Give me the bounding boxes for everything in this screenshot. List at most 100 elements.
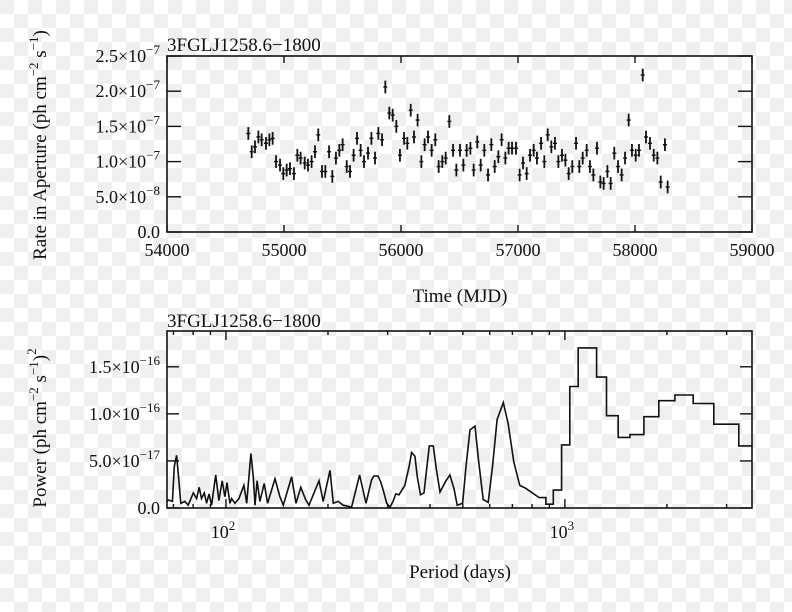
data-point <box>330 170 335 183</box>
data-point <box>246 127 251 140</box>
y-tick-label: 5.0×10−17 <box>89 447 160 471</box>
y-tick-label: 1.5×10−16 <box>89 353 160 377</box>
data-point <box>608 177 613 190</box>
data-point <box>503 151 508 165</box>
data-point <box>387 106 392 120</box>
data-point <box>267 133 272 147</box>
data-point <box>454 163 459 177</box>
data-point <box>369 132 374 145</box>
data-point <box>517 168 522 182</box>
data-point <box>636 144 641 157</box>
data-point <box>619 168 624 182</box>
data-point <box>380 133 385 147</box>
data-point <box>566 167 571 180</box>
data-point <box>394 120 399 133</box>
data-point <box>316 128 321 142</box>
y-tick-label: 1.0×10−7 <box>96 148 161 172</box>
periodogram-title: 3FGLJ1258.6−1800 <box>167 311 321 332</box>
data-point <box>451 144 456 157</box>
x-tick-label: 102 <box>211 518 236 542</box>
data-point <box>594 141 599 155</box>
data-point <box>429 144 434 157</box>
data-point <box>287 162 292 175</box>
y-tick-label: 0.0 <box>138 498 161 518</box>
y-tick-label: 5.0×10−8 <box>96 183 161 207</box>
data-point <box>655 151 660 165</box>
data-point <box>461 158 466 172</box>
data-point <box>471 163 476 177</box>
x-tick-label: 56000 <box>379 240 424 260</box>
data-point <box>344 160 349 173</box>
data-point <box>390 108 395 122</box>
data-point <box>486 168 491 182</box>
data-point <box>426 130 431 144</box>
data-point <box>347 165 352 178</box>
periodogram-frame <box>166 330 753 509</box>
data-point <box>598 175 603 189</box>
data-point <box>574 136 579 150</box>
data-point <box>457 144 462 157</box>
data-point <box>402 132 407 145</box>
data-point <box>556 155 561 168</box>
x-tick-label: 54000 <box>145 240 190 260</box>
data-point <box>295 148 300 162</box>
data-point <box>376 127 381 140</box>
data-point <box>549 140 554 154</box>
data-point <box>482 144 487 157</box>
data-point <box>640 68 645 82</box>
data-point <box>468 141 473 155</box>
data-point <box>327 145 332 159</box>
periodogram-series-line <box>166 347 752 509</box>
periodogram-ticks: 102 103 0.0 5.0×10−17 1.0×10−16 1.5×10−16 <box>89 331 752 542</box>
data-point <box>302 156 307 170</box>
data-point <box>263 136 268 150</box>
data-point <box>309 155 314 168</box>
data-point <box>623 151 628 165</box>
lightcurve-title: 3FGLJ1258.6−1800 <box>167 35 321 56</box>
data-point <box>249 145 254 159</box>
data-point <box>291 167 296 180</box>
data-point <box>351 148 356 162</box>
data-point <box>591 168 596 182</box>
data-point <box>440 155 445 168</box>
data-point <box>256 130 261 144</box>
data-point <box>433 133 438 147</box>
data-point <box>552 136 557 150</box>
data-point <box>521 156 526 170</box>
data-point <box>340 138 345 152</box>
data-point <box>580 151 585 165</box>
data-point <box>570 160 575 173</box>
data-point <box>411 130 416 144</box>
data-point <box>383 80 388 94</box>
lightcurve-y-label: Rate in Aperture (ph cm−2 s−1) <box>26 30 51 260</box>
data-point <box>373 151 378 165</box>
data-point <box>601 177 606 190</box>
data-point <box>405 136 410 150</box>
data-point <box>545 128 550 142</box>
data-point <box>298 151 303 165</box>
data-point <box>651 148 656 162</box>
x-tick-label: 59000 <box>730 240 775 260</box>
data-point <box>605 165 610 178</box>
data-point <box>489 138 494 152</box>
data-point <box>647 136 652 150</box>
x-tick-label: 58000 <box>613 240 658 260</box>
data-point <box>408 103 413 117</box>
x-tick-label: 57000 <box>496 240 541 260</box>
lightcurve-panel: 3FGLJ1258.6−1800 54000 55000 56000 57000 580… <box>26 30 775 307</box>
data-point <box>313 145 318 159</box>
data-point <box>633 148 638 162</box>
data-point <box>563 153 568 167</box>
data-point <box>577 160 582 173</box>
periodogram-x-label: Period (days) <box>409 562 511 583</box>
lightcurve-x-label: Time (MJD) <box>413 286 508 307</box>
data-point <box>539 136 544 150</box>
data-point <box>358 144 363 157</box>
data-point <box>422 138 427 152</box>
data-point <box>524 167 529 180</box>
data-point <box>531 144 536 157</box>
data-point <box>612 146 617 160</box>
data-point <box>534 151 539 165</box>
data-point <box>528 148 533 162</box>
y-tick-label: 2.0×10−7 <box>96 77 161 101</box>
